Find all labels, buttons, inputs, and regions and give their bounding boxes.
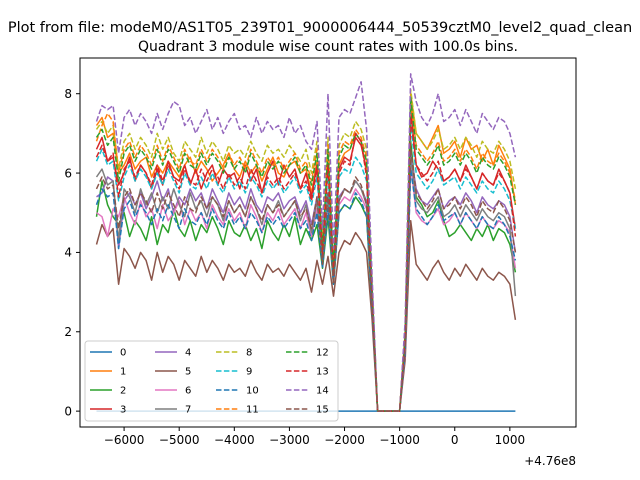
- series-line-5: [95, 219, 517, 412]
- x-tick-label: 1000: [495, 433, 526, 447]
- legend-label-14: 14: [316, 386, 329, 397]
- series-line-14: [95, 73, 517, 412]
- x-tick-label: −6000: [104, 433, 145, 447]
- legend-label-8: 8: [246, 348, 252, 359]
- legend-label-9: 9: [246, 367, 252, 378]
- legend-label-5: 5: [185, 367, 191, 378]
- legend-box: [84, 340, 339, 422]
- legend-label-11: 11: [246, 405, 259, 416]
- series-line-13: [95, 116, 517, 412]
- y-axis: 0 2 4 6 8: [64, 87, 80, 418]
- series-line-8: [95, 88, 517, 412]
- y-tick-label: 8: [64, 87, 72, 101]
- legend-label-3: 3: [120, 405, 126, 416]
- legend-label-12: 12: [316, 348, 329, 359]
- series-line-7: [95, 156, 517, 412]
- legend-label-4: 4: [185, 348, 191, 359]
- series-line-4: [96, 152, 517, 412]
- y-tick-label: 0: [64, 404, 72, 418]
- x-tick-label: −4000: [214, 433, 255, 447]
- x-tick-label: 0: [451, 433, 459, 447]
- plot-frame: [79, 57, 577, 428]
- x-tick-label: −3000: [269, 433, 310, 447]
- legend-label-7: 7: [185, 405, 191, 416]
- y-tick-label: 2: [64, 325, 72, 339]
- legend-label-0: 0: [120, 348, 126, 359]
- legend-label-10: 10: [246, 386, 259, 397]
- series-layer: [95, 73, 517, 412]
- x-tick-label: −2000: [324, 433, 365, 447]
- legend-label-2: 2: [120, 386, 126, 397]
- legend-label-15: 15: [316, 405, 329, 416]
- legend-label-13: 13: [316, 367, 329, 378]
- y-tick-label: 4: [64, 246, 72, 260]
- x-tick-label: −1000: [379, 433, 420, 447]
- legend-label-1: 1: [120, 367, 126, 378]
- y-tick-label: 6: [64, 166, 72, 180]
- x-tick-label: −5000: [159, 433, 200, 447]
- x-offset-label: +4.76e8: [524, 454, 576, 468]
- series-line-10: [95, 168, 517, 412]
- x-axis: −6000 −5000 −4000 −3000 −2000 −1000 0 1000: [104, 427, 525, 447]
- figure-suptitle: Plot from file: modeM0/AS1T05_239T01_900…: [8, 20, 632, 36]
- chart-title: Quadrant 3 module wise count rates with …: [138, 39, 518, 55]
- series-line-1: [95, 92, 517, 412]
- series-line-9: [95, 124, 517, 412]
- legend-label-6: 6: [185, 386, 191, 397]
- series-line-2: [95, 140, 517, 412]
- series-line-6: [96, 164, 517, 412]
